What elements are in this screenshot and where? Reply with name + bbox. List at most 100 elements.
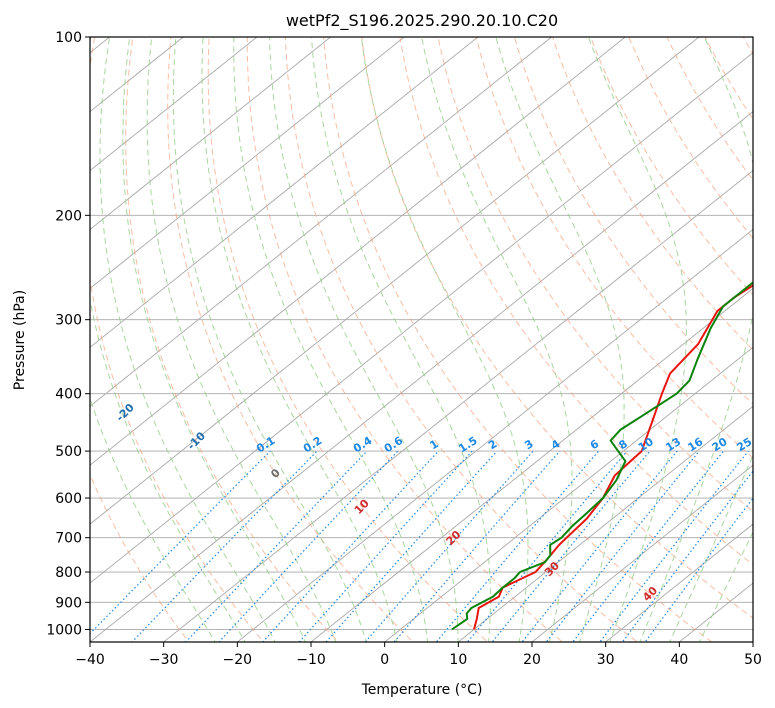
moist-adiabat-line	[90, 37, 246, 642]
dry-adiabat-line	[284, 37, 638, 642]
mixing-ratio-label: 25	[734, 435, 754, 454]
isopleth-labels: 0.10.20.40.611.52346810131620253036-100-…	[0, 321, 775, 604]
mixing-ratio-label: 2	[486, 437, 499, 452]
mixing-ratio-line	[466, 450, 628, 642]
dry-adiabat-line	[666, 37, 753, 181]
dry-adiabat-label: 0	[268, 466, 283, 481]
y-tick-label: 400	[55, 387, 82, 403]
dry-adiabat-label: 20	[444, 528, 464, 548]
dry-adiabat-line	[437, 37, 753, 512]
chart-title: wetPf2_S196.2025.290.20.10.C20	[286, 11, 558, 31]
x-axis-label: Temperature (°C)	[361, 682, 483, 698]
dry-adiabat-line	[90, 37, 265, 642]
mixing-ratio-line	[393, 450, 561, 642]
moist-adiabat-line	[669, 454, 753, 642]
mixing-ratio-label: 1	[427, 437, 440, 452]
mixing-ratio-line	[218, 450, 399, 642]
temperature-line	[473, 284, 753, 630]
isotherm-line	[90, 37, 626, 466]
moist-adiabat-line	[122, 37, 306, 642]
x-tick-label: 0	[380, 652, 389, 668]
dry-adiabat-line	[513, 37, 753, 405]
isotherm-line	[90, 37, 258, 172]
mixing-ratio-line	[184, 450, 368, 642]
isotherm-line	[90, 37, 332, 231]
isotherm-line	[90, 111, 753, 642]
moist-adiabat-line	[172, 37, 367, 642]
dry-adiabat-line	[399, 37, 753, 566]
moist-adiabat-line	[587, 37, 687, 642]
mixing-ratio-line	[325, 450, 498, 642]
background-grid	[90, 10, 775, 654]
mixing-ratio-line	[572, 450, 725, 642]
x-tick-label: 20	[523, 652, 541, 668]
dry-adiabat-line	[246, 37, 564, 642]
mixing-ratio-line	[545, 450, 700, 642]
mixing-ratio-label: 0.4	[351, 434, 375, 456]
isotherm-line	[383, 346, 753, 642]
dry-adiabat-line	[475, 37, 753, 459]
x-tick-label: −40	[75, 652, 105, 668]
y-tick-label: 1000	[46, 622, 82, 638]
dry-adiabat-line	[590, 37, 753, 296]
moist-adiabat-line	[201, 37, 398, 642]
isotherm-line	[678, 582, 753, 642]
x-tick-label: 50	[744, 652, 762, 668]
dry-adiabat-line	[125, 37, 339, 642]
y-tick-label: 700	[55, 531, 82, 547]
isotherm-line	[90, 37, 700, 525]
mixing-ratio-line	[491, 450, 651, 642]
mixing-ratio-line	[644, 497, 753, 642]
y-tick-label: 800	[55, 565, 82, 581]
dry-adiabat-line	[552, 37, 753, 351]
x-tick-label: −30	[149, 652, 179, 668]
dry-adiabat-line	[207, 37, 489, 642]
isotherm-line	[90, 37, 553, 407]
mixing-ratio-label: 3	[522, 437, 535, 452]
dry-adiabat-line	[90, 473, 190, 642]
dry-adiabat-line	[167, 37, 414, 642]
isotherm-line	[457, 405, 753, 642]
y-axis-label: Pressure (hPa)	[12, 290, 28, 390]
moist-adiabat-line	[233, 37, 428, 642]
moist-adiabat-line	[495, 37, 625, 642]
y-tick-label: 200	[55, 208, 82, 224]
mixing-ratio-line	[521, 450, 678, 642]
isotherm-line	[604, 523, 753, 642]
isotherm-line	[531, 464, 753, 642]
isotherm-line	[752, 641, 753, 642]
moist-adiabat-line	[310, 37, 492, 642]
mixing-ratio-label: 30	[755, 435, 775, 454]
mixing-ratio-line	[621, 470, 753, 642]
isotherm-line	[90, 52, 753, 584]
dry-adiabat-line	[766, 10, 775, 654]
mixing-ratio-line	[261, 450, 439, 642]
dry-adiabat-label: -30	[46, 366, 69, 389]
moist-adiabat-line	[421, 37, 573, 642]
dewpoint-line	[451, 281, 753, 631]
mixing-ratio-line	[131, 450, 318, 642]
moist-adiabat-line	[639, 37, 753, 642]
x-tick-label: −10	[296, 652, 326, 668]
moist-adiabat-line	[99, 37, 276, 642]
mixing-ratio-line	[90, 450, 271, 635]
mixing-ratio-label: 0.2	[301, 434, 324, 455]
x-tick-label: 30	[597, 652, 615, 668]
x-tick-label: −20	[223, 652, 253, 668]
mixing-ratio-label: 0.1	[254, 434, 277, 455]
moist-adiabat-line	[90, 396, 216, 642]
isotherm-line	[310, 287, 753, 642]
mixing-ratio-line	[364, 450, 534, 642]
mixing-ratio-label: 1.5	[456, 434, 479, 455]
y-tick-label: 900	[55, 595, 82, 611]
y-tick-label: 300	[55, 313, 82, 329]
dry-adiabat-label: -40	[0, 321, 7, 344]
x-tick-label: 40	[670, 652, 688, 668]
isotherm-line	[162, 169, 753, 642]
isotherm-line	[236, 228, 753, 642]
moist-adiabat-line	[360, 37, 529, 642]
dry-adiabat-label: 10	[352, 497, 372, 517]
isotherm-line	[90, 37, 405, 289]
x-tick-label: 10	[449, 652, 467, 668]
